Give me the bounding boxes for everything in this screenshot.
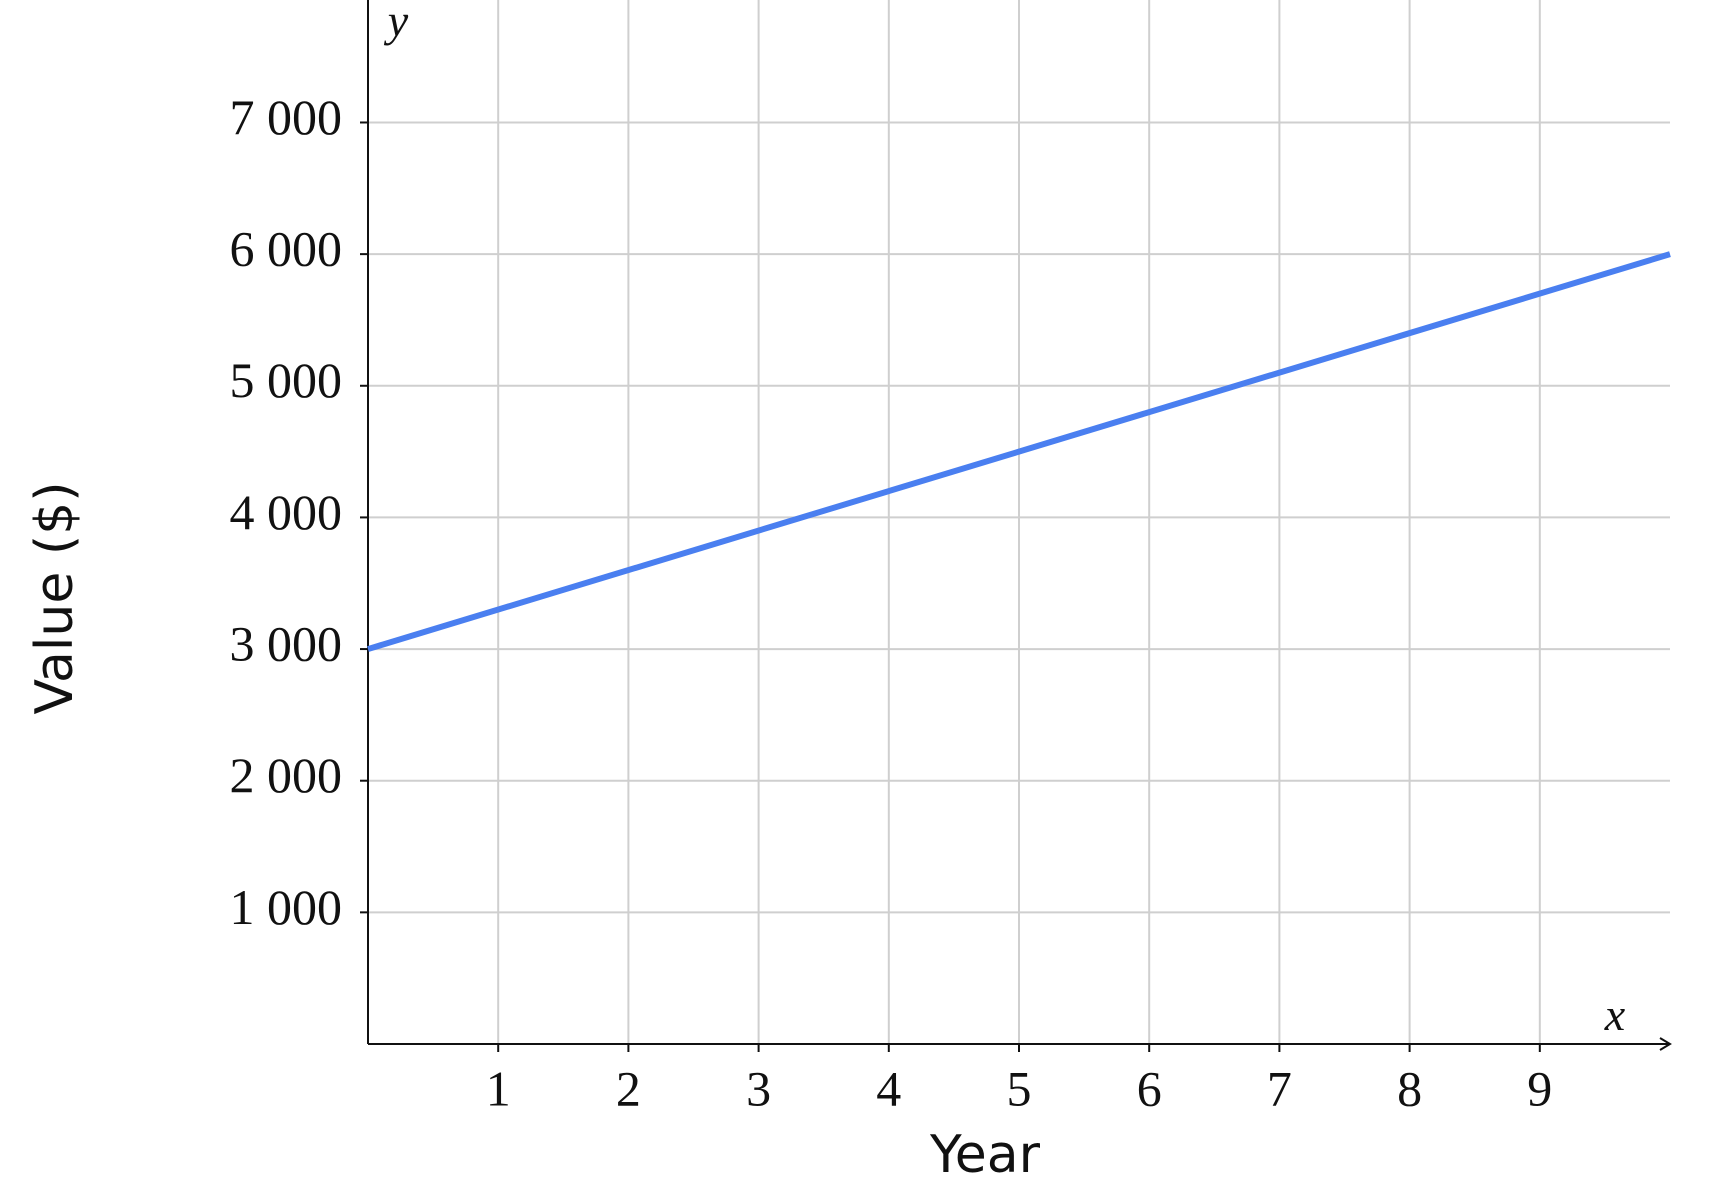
x-tick-label: 9 [1527,1060,1552,1116]
x-tick-label: 2 [616,1060,641,1116]
x-tick-label: 6 [1137,1060,1162,1116]
line [367,251,1671,652]
x-tick-label: 8 [1397,1060,1422,1116]
x-tick-label: 7 [1267,1060,1292,1116]
x-axis-arrow [1659,1037,1672,1051]
y-tick-label: 1 000 [230,879,343,935]
x-axis-symbol: x [1604,989,1626,1040]
y-tick-label: 5 000 [230,352,343,408]
x-tick-label: 1 [486,1060,511,1116]
x-tick-label: 5 [1007,1060,1032,1116]
x-tick-label: 4 [876,1060,901,1116]
y-axis-title: Value ($) [25,482,85,715]
x-axis-title: Year [929,1125,1041,1182]
y-tick-label: 2 000 [230,747,343,803]
y-tick-label: 4 000 [230,484,343,540]
y-tick-label: 3 000 [230,616,343,672]
y-axis-symbol: y [384,0,409,46]
x-tick-label: 3 [746,1060,771,1116]
y-tick-label: 6 000 [230,221,343,277]
y-tick-label: 7 000 [230,89,343,145]
